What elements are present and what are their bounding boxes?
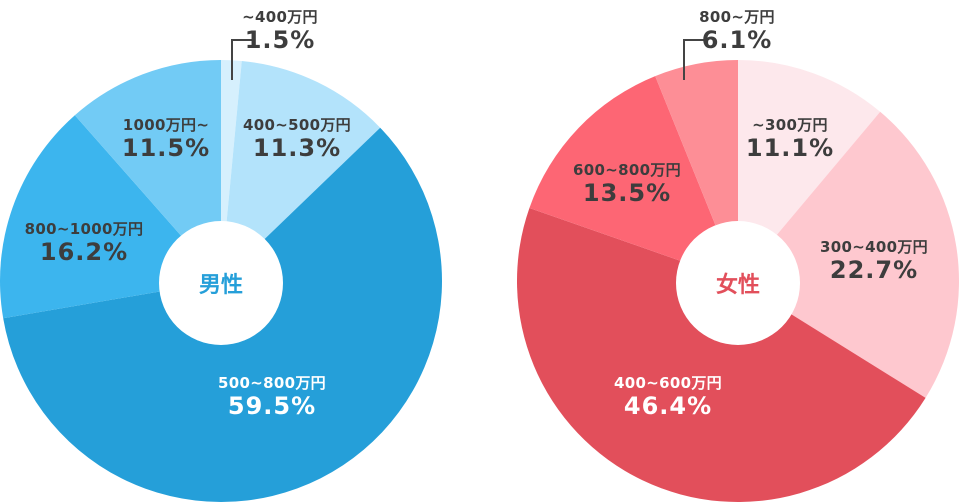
female-slice-1	[738, 111, 960, 398]
slice-percent: 11.3%	[252, 134, 342, 162]
slice-percent: 22.7%	[829, 256, 919, 284]
female-slice-label-2: 400~600万円 46.4%	[614, 374, 722, 420]
male-slice-label-2: 500~800万円 59.5%	[218, 374, 326, 420]
female-slice-label-1: 300~400万円 22.7%	[820, 238, 928, 284]
female-slice-0	[738, 60, 881, 281]
slice-percent: 11.1%	[745, 134, 835, 162]
female-slice-label-0: ~300万円 11.1%	[745, 116, 835, 162]
slice-percent: 16.2%	[39, 238, 129, 266]
female-leader-line	[683, 39, 704, 80]
slice-category: 1000万円~	[122, 116, 210, 134]
male-slice-label-0: ~400万円 1.5%	[242, 8, 318, 54]
slice-category: 400~600万円	[614, 374, 722, 392]
female-slice-2	[517, 207, 926, 503]
male-slice-label-3: 800~1000万円 16.2%	[24, 220, 144, 266]
slice-category: 400~500万円	[243, 116, 351, 134]
slice-category: 500~800万円	[218, 374, 326, 392]
slice-category: ~400万円	[242, 8, 318, 26]
male-center-label: 男性	[159, 221, 283, 345]
female-slice-label-3: 600~800万円 13.5%	[573, 161, 681, 207]
slice-percent: 13.5%	[582, 179, 672, 207]
slice-category: 600~800万円	[573, 161, 681, 179]
slice-percent: 46.4%	[623, 392, 713, 420]
slice-category: 300~400万円	[820, 238, 928, 256]
slice-percent: 59.5%	[227, 392, 317, 420]
male-slice-label-4: 1000万円~ 11.5%	[121, 116, 211, 162]
slice-category: 800~万円	[699, 8, 775, 26]
male-slice-4	[74, 60, 222, 281]
slice-category: ~300万円	[752, 116, 828, 134]
female-slice-3	[529, 76, 738, 281]
slice-percent: 6.1%	[701, 26, 773, 54]
female-slice-label-4: 800~万円 6.1%	[699, 8, 775, 54]
male-slice-1	[221, 60, 381, 281]
male-leader-line	[231, 39, 252, 80]
male-slice-label-1: 400~500万円 11.3%	[243, 116, 351, 162]
slice-category: 800~1000万円	[24, 220, 144, 238]
slice-percent: 1.5%	[244, 26, 316, 54]
slice-percent: 11.5%	[121, 134, 211, 162]
female-center-label: 女性	[676, 221, 800, 345]
